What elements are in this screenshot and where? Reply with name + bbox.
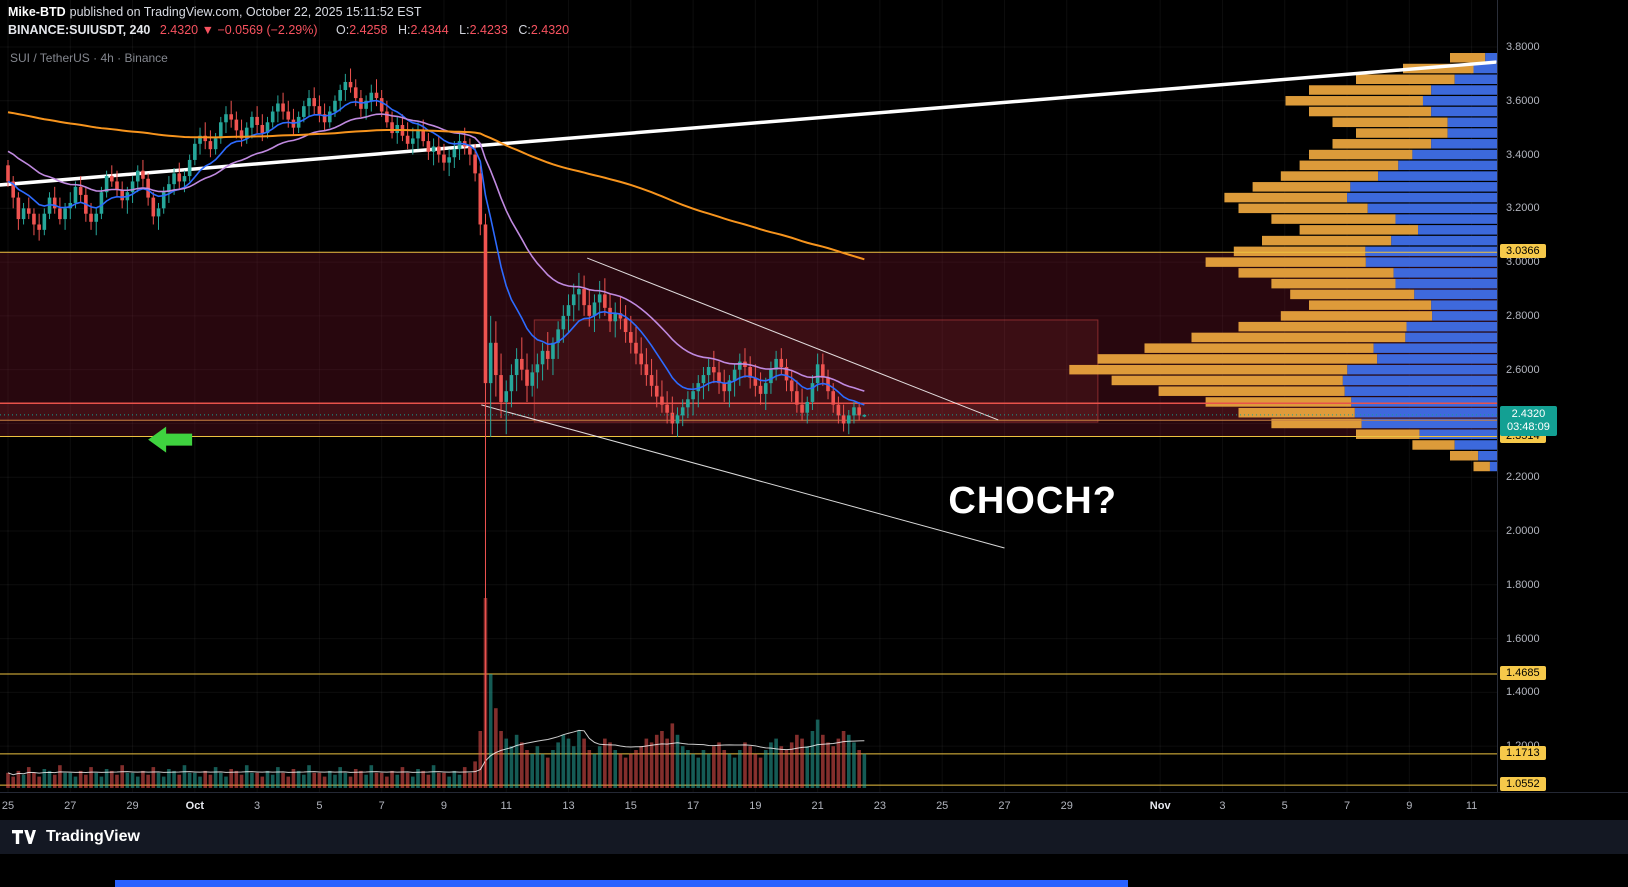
time-label-17: 17 [686, 800, 700, 812]
time-label-3: 3 [254, 800, 261, 812]
descending-lower[interactable] [481, 404, 1005, 549]
tradingview-logo-icon [12, 830, 36, 844]
price-tick-3.6000: 3.6000 [1506, 94, 1540, 107]
last-price: 2.4320 [159, 23, 199, 37]
time-label-7: 7 [1343, 800, 1351, 812]
close-value: 2.4320 [530, 23, 570, 37]
price-tick-3.2000: 3.2000 [1506, 202, 1540, 215]
time-label-27: 27 [998, 800, 1011, 812]
time-label-23: 23 [873, 800, 887, 812]
ma-layer [7, 99, 865, 406]
bar-countdown: 03:48:09 [1507, 420, 1550, 433]
price-tick-3.0000: 3.0000 [1506, 256, 1540, 269]
price-tick-3.4000: 3.4000 [1506, 148, 1540, 161]
symbol-info-line: BINANCE:SUIUSDT, 240 2.4320 ▼ −0.0569 (−… [8, 23, 569, 37]
open-label: O: [336, 23, 350, 37]
price-tick-2.8000: 2.8000 [1506, 309, 1540, 322]
level-badge-1.0552: 1.0552 [1500, 777, 1546, 792]
tradingview-logo[interactable]: TradingView [12, 828, 140, 846]
price-axis[interactable]: 3.8000 3.6000 3.4000 3.2000 3.0000 2.8000 2.60… [1497, 0, 1628, 792]
symbol-watermark: SUI / TetherUS · 4h · Binance [10, 51, 168, 65]
volume-profile [1069, 53, 1497, 472]
volume-ma-line [7, 729, 865, 776]
time-label-27: 27 [64, 800, 77, 812]
level-badge-1.4685: 1.4685 [1500, 665, 1546, 680]
time-label-25: 25 [1, 800, 15, 812]
time-label-11: 11 [1465, 800, 1478, 812]
time-label-11: 11 [500, 800, 512, 812]
time-label-29: 29 [1060, 800, 1073, 812]
ema-fast[interactable] [7, 99, 865, 406]
price-tick-2.0000: 2.0000 [1506, 525, 1540, 538]
time-axis[interactable]: 25 27 29 Oct 3 5 7 9 11 13 15 17 19 21 23 25 27 29 Nov 3 5 7 9… [0, 792, 1628, 821]
time-label-15: 15 [624, 800, 637, 812]
price-tick-2.2000: 2.2000 [1506, 471, 1540, 484]
time-label-29: 29 [126, 800, 139, 812]
choch-annotation[interactable]: CHOCH? [948, 479, 1117, 522]
level-badge-3.0366: 3.0366 [1500, 244, 1546, 259]
volume-layer [6, 598, 867, 788]
high-label: H: [397, 23, 411, 37]
time-label-9: 9 [1406, 800, 1413, 812]
price-change: −0.0569 (−2.29%) [217, 23, 318, 37]
low-label: L: [459, 23, 470, 37]
time-label-19: 19 [749, 800, 762, 812]
time-label-3: 3 [1219, 800, 1226, 812]
author-name: Mike-BTD [8, 5, 66, 19]
price-tick-2.6000: 2.6000 [1506, 363, 1540, 376]
symbol-name: BINANCE:SUIUSDT, 240 [8, 23, 151, 37]
current-price-badge: 2.4320 03:48:09 [1500, 405, 1557, 436]
current-price-value: 2.4320 [1511, 407, 1546, 420]
time-label-7: 7 [378, 800, 385, 812]
price-tick-1.4000: 1.4000 [1506, 686, 1540, 699]
down-arrow-icon: ▼ [201, 23, 214, 37]
chart-pane[interactable] [0, 0, 1497, 792]
published-text: published on TradingView.com, October 22… [69, 5, 422, 19]
price-tick-1.6000: 1.6000 [1506, 632, 1540, 645]
trendlines-layer [0, 60, 1497, 549]
price-tick-1.8000: 1.8000 [1506, 578, 1540, 591]
level-badge-1.1713: 1.1713 [1500, 745, 1546, 760]
price-chart-canvas[interactable] [0, 0, 1497, 792]
time-label-25: 25 [936, 800, 949, 812]
time-label-13: 13 [562, 800, 575, 812]
time-label-Nov: Nov [1149, 800, 1171, 812]
thin-band[interactable] [0, 403, 1497, 421]
open-value: 2.4258 [349, 23, 388, 37]
high-value: 2.4344 [410, 23, 449, 37]
time-label-5: 5 [316, 800, 323, 812]
price-tick-3.8000: 3.8000 [1506, 41, 1540, 53]
close-label: C: [518, 23, 531, 37]
time-label-Oct: Oct [185, 800, 204, 812]
ema-slow[interactable] [7, 111, 865, 261]
footer-bar: TradingView [0, 820, 1628, 854]
low-value: 2.4233 [469, 23, 508, 37]
green-left-arrow[interactable] [148, 426, 193, 453]
level-lines [0, 251, 1497, 786]
time-label-9: 9 [440, 800, 448, 812]
publisher-line: Mike-BTD published on TradingView.com, Oc… [8, 5, 422, 19]
ema-mid[interactable] [7, 113, 865, 392]
ascending-major[interactable] [0, 60, 1497, 187]
bottom-blue-bar [115, 880, 1128, 887]
descending-upper[interactable] [587, 257, 999, 421]
tradingview-logo-text: TradingView [46, 828, 140, 845]
time-label-5: 5 [1281, 800, 1288, 812]
time-label-21: 21 [811, 800, 824, 812]
